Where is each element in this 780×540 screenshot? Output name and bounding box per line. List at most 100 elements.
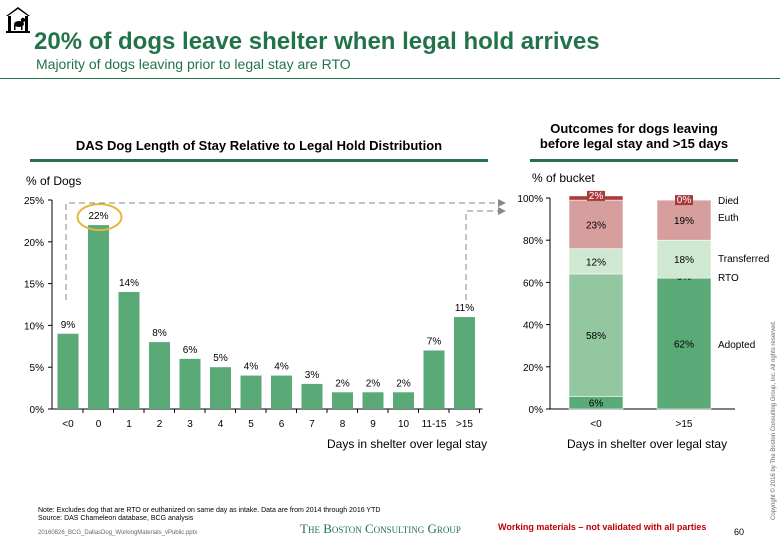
right-data-label: 23%	[586, 220, 606, 231]
left-x-tick-label: 9	[370, 419, 376, 430]
title-divider	[0, 78, 780, 79]
left-chart-xlabel: Days in shelter over legal stay	[327, 437, 488, 451]
connector-line-lt0	[65, 202, 498, 300]
file-name: 20160826_BCG_DallasDog_WorkingMaterials_…	[38, 530, 198, 536]
left-x-tick-label: 11-15	[422, 419, 447, 430]
page-subtitle: Majority of dogs leaving prior to legal …	[36, 56, 351, 72]
bcg-logo: The Boston Consulting Group	[300, 521, 461, 536]
left-x-tick-label: 1	[126, 419, 132, 430]
legend-transferred: Transferred	[718, 254, 769, 265]
right-stacked-chart: 0% 20% 40% 60% 80% 100% 6% 58% 12% 23% 2% <0 62% 0% 18…	[517, 190, 769, 430]
right-data-label: 18%	[674, 255, 694, 266]
right-chart-xlabel: Days in shelter over legal stay	[567, 437, 728, 451]
right-y-tick-label: 60%	[523, 278, 543, 289]
connector-line-gt15	[465, 210, 498, 300]
page-number: 60	[734, 527, 745, 537]
left-data-label: 11%	[455, 303, 474, 314]
left-data-label: 9%	[61, 320, 76, 331]
right-chart-ylabel: % of bucket	[532, 171, 595, 185]
left-data-label: 6%	[183, 345, 198, 356]
left-y-tick-label: 20%	[24, 238, 44, 249]
left-data-label: 7%	[427, 336, 442, 347]
left-bar-10	[393, 392, 414, 409]
right-segment-transferred	[568, 248, 624, 275]
right-data-label: 19%	[674, 216, 694, 227]
left-bar-6	[271, 375, 292, 409]
left-bar-11-15	[423, 350, 445, 409]
left-data-label: 5%	[213, 353, 228, 364]
left-x-tick-label: >15	[456, 419, 473, 430]
left-chart-title-rule	[30, 159, 488, 162]
left-x-tick-label: 4	[218, 419, 224, 430]
right-segment-euth	[568, 199, 624, 249]
highlight-circle	[76, 203, 123, 232]
left-x-tick-label: 8	[340, 419, 346, 430]
right-small-label-bg	[587, 190, 605, 201]
note-text: Note: Excludes dog that are RTO or eutha…	[38, 507, 381, 514]
left-bar-<0	[57, 333, 79, 409]
left-x-tick-label: 6	[279, 419, 285, 430]
right-data-label: 58%	[586, 331, 606, 342]
left-y-tick-label: 15%	[24, 280, 44, 291]
left-bar-4	[210, 367, 231, 409]
left-y-tick-label: 10%	[24, 321, 44, 332]
left-bar-8	[332, 392, 353, 409]
right-data-label: 0%	[677, 195, 692, 206]
right-data-label: 12%	[586, 257, 606, 268]
right-data-label: 62%	[674, 340, 694, 351]
right-y-tick-label: 0%	[529, 405, 544, 416]
connector-arrows	[65, 199, 506, 300]
right-y-tick-label: 80%	[523, 236, 543, 247]
right-segment-transferred	[656, 239, 712, 279]
left-x-tick-label: 5	[248, 419, 254, 430]
source-text: Source: DAS Chameleon database, BCG anal…	[38, 515, 194, 522]
left-bar-3	[179, 358, 201, 409]
right-y-tick-label: 40%	[523, 321, 543, 332]
left-data-label: 14%	[119, 278, 139, 289]
left-data-label: 2%	[396, 378, 411, 389]
legend-rto: RTO	[718, 273, 739, 284]
left-bar-chart: 0% 5% 10% 15% 20% 25% 9% <0 22% 0 14% 1 8% 2 6% 3 5% 4 4% 5…	[24, 196, 483, 430]
left-bar-0	[88, 225, 109, 409]
left-y-tick-label: 5%	[30, 363, 45, 374]
page-title: 20% of dogs leave shelter when legal hol…	[34, 28, 600, 55]
connector-arrowhead-icon	[498, 207, 506, 215]
left-bar->15	[454, 317, 475, 409]
left-x-tick-label: 0	[96, 419, 102, 430]
right-segment-rto	[568, 273, 624, 397]
left-data-label: 2%	[335, 378, 350, 389]
left-data-label: 2%	[366, 378, 381, 389]
working-materials-disclaimer: Working materials – not validated with a…	[498, 522, 707, 532]
legend-died: Died	[718, 196, 739, 207]
left-data-label: 3%	[305, 370, 320, 381]
right-small-label-bg	[675, 195, 693, 206]
right-chart-title-rule	[530, 159, 738, 162]
copyright-notice: Copyright © 2016 by The Boston Consultin…	[771, 320, 777, 520]
left-x-tick-label: <0	[62, 419, 74, 430]
shelter-logo-icon	[6, 7, 30, 33]
left-bar-7	[301, 383, 323, 409]
right-data-label: 2%	[589, 191, 604, 202]
left-x-tick-label: 2	[157, 419, 163, 430]
left-data-label: 4%	[244, 362, 259, 373]
connector-arrowhead-icon	[498, 199, 506, 207]
right-x-tick-label: >15	[676, 419, 693, 430]
right-y-tick-label: 100%	[517, 194, 543, 205]
left-y-tick-label: 0%	[30, 405, 45, 416]
left-data-label: 22%	[88, 211, 108, 222]
left-chart-title: DAS Dog Length of Stay Relative to Legal…	[75, 138, 443, 153]
right-y-tick-label: 20%	[523, 363, 543, 374]
left-x-tick-label: 7	[309, 419, 315, 430]
left-x-tick-label: 10	[398, 419, 410, 430]
left-chart-ylabel: % of Dogs	[26, 174, 82, 188]
right-segment-euth	[656, 199, 712, 241]
footnote: Note: Excludes dog that are RTO or eutha…	[38, 507, 380, 523]
right-data-label: 6%	[589, 399, 604, 410]
right-chart-title: Outcomes for dogs leaving before legal s…	[539, 121, 729, 151]
left-bar-1	[118, 291, 140, 409]
left-data-label: 4%	[274, 362, 289, 373]
left-bar-2	[149, 342, 170, 409]
legend-euth: Euth	[718, 213, 739, 224]
right-x-tick-label: <0	[590, 419, 602, 430]
right-segment-adopted	[656, 277, 712, 410]
